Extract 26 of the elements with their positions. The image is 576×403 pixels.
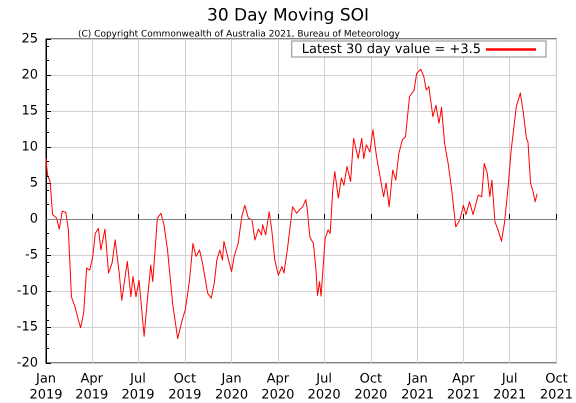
x-tick-label: Oct 2021 bbox=[540, 372, 574, 402]
x-tick-label: Jan 2019 bbox=[29, 372, 63, 402]
legend-label: Latest 30 day value = +3.5 bbox=[302, 42, 481, 57]
y-tick-label: 10 bbox=[21, 140, 38, 154]
x-tick-label: Oct 2020 bbox=[354, 372, 388, 402]
y-tick-label: -10 bbox=[16, 284, 38, 298]
x-tick-label: Oct 2019 bbox=[168, 372, 202, 402]
y-tick-label: -20 bbox=[16, 356, 38, 370]
chart-title: 30 Day Moving SOI bbox=[206, 6, 370, 26]
x-tick-label: Apr 2019 bbox=[75, 372, 108, 402]
x-tick-label: Jul 2020 bbox=[308, 372, 341, 402]
chart-subtitle: (C) Copyright Commonwealth of Australia 2021, Bureau of Meteorology bbox=[78, 30, 401, 40]
y-tick-label: 15 bbox=[21, 104, 38, 118]
x-tick-label: Jan 2020 bbox=[215, 372, 248, 402]
x-tick-label: Jul 2019 bbox=[121, 372, 155, 402]
y-tick-label: -15 bbox=[16, 320, 38, 334]
y-tick-label: 0 bbox=[30, 212, 38, 226]
y-tick-label: -5 bbox=[25, 248, 38, 262]
x-tick-label: Jul 2021 bbox=[493, 372, 526, 402]
y-tick-label: 25 bbox=[21, 32, 38, 46]
x-tick-label: Jan 2021 bbox=[401, 372, 434, 402]
y-tick-label: 20 bbox=[21, 68, 38, 82]
x-tick-label: Apr 2020 bbox=[261, 372, 294, 402]
x-tick-label: Apr 2021 bbox=[446, 372, 480, 402]
line-series bbox=[46, 68, 538, 340]
y-tick-label: 5 bbox=[30, 176, 38, 190]
